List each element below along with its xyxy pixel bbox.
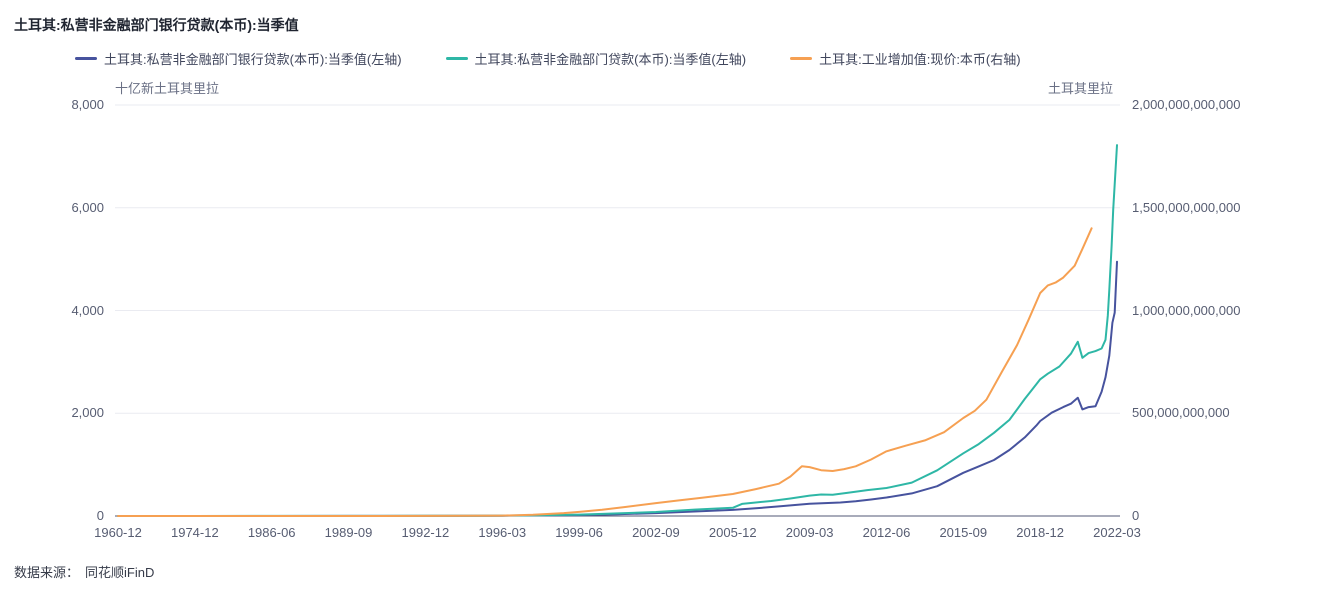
series-line[interactable] xyxy=(117,144,1118,517)
right-axis-tick-label: 1,000,000,000,000 xyxy=(1132,302,1241,318)
legend-item-industry-value[interactable]: 土耳其:工业增加值:现价:本币(右轴) xyxy=(790,49,1021,68)
line-marker-icon xyxy=(75,57,97,60)
line-marker-icon xyxy=(790,57,813,60)
legend-item-total-loans[interactable]: 土耳其:私营非金融部门贷款(本币):当季值(左轴) xyxy=(445,49,747,68)
x-axis-tick-label: 1992-12 xyxy=(401,525,450,540)
legend-item-bank-loans[interactable]: 土耳其:私营非金融部门银行贷款(本币):当季值(左轴) xyxy=(75,49,402,68)
right-axis-tick-label: 0 xyxy=(1132,508,1140,523)
x-axis-tick-label: 1999-06 xyxy=(555,525,603,540)
x-axis-tick-label: 2022-03 xyxy=(1093,525,1141,540)
x-axis-tick-label: 2002-09 xyxy=(632,525,680,540)
line-marker-icon xyxy=(445,57,468,60)
legend-item-label: 土耳其:私营非金融部门贷款(本币):当季值(左轴) xyxy=(474,52,747,67)
data-source-name: 同花顺iFinD xyxy=(85,565,155,580)
x-axis-tick-label: 2018-12 xyxy=(1016,525,1064,540)
x-axis-tick-label: 1974-12 xyxy=(170,525,219,540)
x-axis-tick-label: 2009-03 xyxy=(785,525,834,540)
series-line[interactable] xyxy=(117,260,1118,517)
left-axis-tick-label: 8,000 xyxy=(71,97,104,112)
legend-item-label: 土耳其:工业增加值:现价:本币(右轴) xyxy=(819,52,1021,67)
x-axis-tick-label: 2012-06 xyxy=(862,525,911,540)
data-source-label: 数据来源： xyxy=(14,565,80,580)
left-axis-unit-label: 十亿新土耳其里拉 xyxy=(115,81,220,96)
series-line[interactable] xyxy=(117,227,1093,517)
left-axis-tick-label: 4,000 xyxy=(71,302,104,318)
x-axis-tick-label: 2015-09 xyxy=(939,525,988,540)
left-axis-tick-label: 0 xyxy=(96,508,104,523)
x-axis-tick-label: 1960-12 xyxy=(94,525,142,540)
x-axis-tick-label: 1986-06 xyxy=(247,525,296,540)
right-axis-tick-label: 500,000,000,000 xyxy=(1132,405,1230,421)
left-axis-tick-label: 6,000 xyxy=(71,199,104,215)
right-axis-tick-label: 2,000,000,000,000 xyxy=(1132,97,1241,112)
chart-legend: 土耳其:私营非金融部门银行贷款(本币):当季值(左轴) 土耳其:私营非金融部门贷… xyxy=(75,49,1021,68)
right-axis-tick-label: 1,500,000,000,000 xyxy=(1132,199,1241,215)
legend-item-label: 土耳其:私营非金融部门银行贷款(本币):当季值(左轴) xyxy=(104,52,402,67)
data-source-note: 数据来源： 同花顺iFinD xyxy=(14,562,154,581)
x-axis-tick-label: 1989-09 xyxy=(324,525,373,540)
right-axis-unit-label: 土耳其里拉 xyxy=(1047,81,1113,96)
x-axis-tick-label: 2005-12 xyxy=(708,525,757,540)
x-axis-tick-label: 1996-03 xyxy=(478,525,527,540)
left-axis-tick-label: 2,000 xyxy=(71,405,104,421)
page-title: 土耳其:私营非金融部门银行贷款(本币):当季值 xyxy=(14,17,299,33)
